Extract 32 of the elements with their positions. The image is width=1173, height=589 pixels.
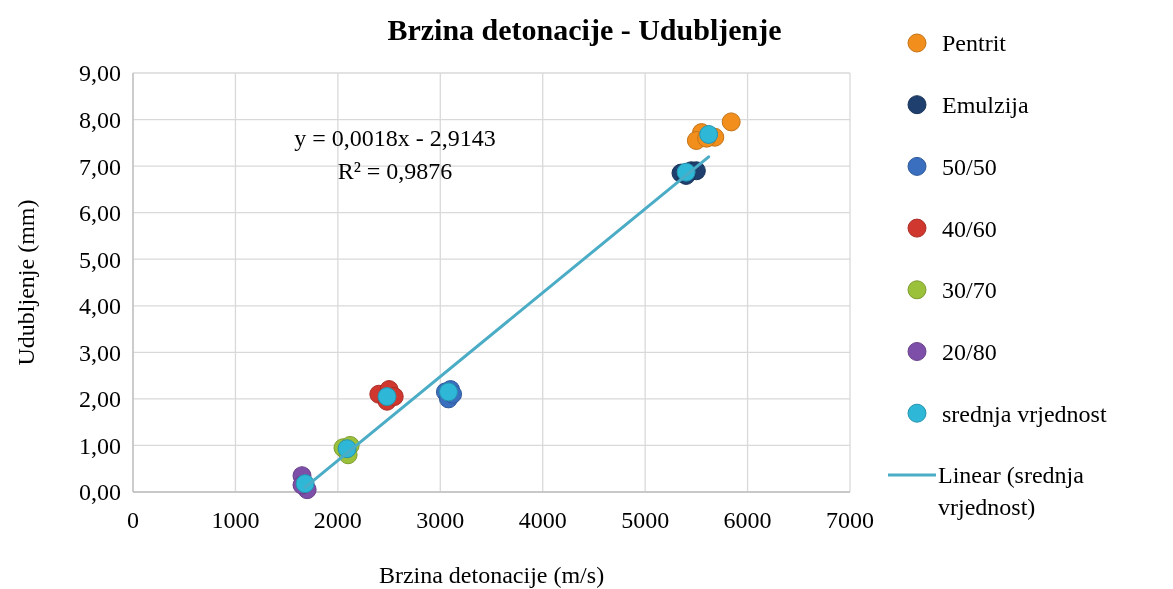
x-tick-label: 2000 — [313, 507, 362, 533]
legend-label: 30/70 — [942, 277, 997, 304]
legend-label: Pentrit — [942, 30, 1007, 57]
y-tick-label: 1,00 — [79, 432, 121, 459]
y-tick-label: 4,00 — [79, 293, 121, 320]
annotation: y = 0,0018x - 2,9143 — [294, 125, 496, 151]
x-tick-label: 3000 — [416, 507, 465, 533]
legend-label: 40/60 — [942, 215, 997, 242]
chart-title: Brzina detonacije - Udubljenje — [387, 13, 782, 46]
y-tick-label: 3,00 — [79, 339, 121, 366]
y-tick-label: 0,00 — [79, 479, 121, 506]
x-axis-title: Brzina detonacije (m/s) — [378, 562, 605, 588]
legend-label: Linear (srednja vrjednost) — [938, 462, 1085, 521]
x-tick-label: 0 — [127, 507, 139, 533]
point — [721, 112, 741, 132]
y-tick-label: 7,00 — [79, 153, 121, 180]
y-tick-label: 5,00 — [79, 246, 121, 273]
y-tick-label: 2,00 — [79, 386, 121, 413]
legend-label: Emulzija — [942, 92, 1029, 119]
x-tick-label: 5000 — [621, 507, 670, 533]
y-tick-label: 9,00 — [79, 60, 121, 87]
legend-label: 20/80 — [942, 338, 997, 365]
x-tick-label: 4000 — [518, 507, 567, 533]
legend-label: srednja vrjednost — [942, 400, 1107, 427]
y-tick-label: 6,00 — [79, 200, 121, 227]
x-tick-label: 1000 — [211, 507, 260, 533]
annotation: R² = 0,9876 — [337, 158, 453, 184]
y-axis-title: Udubljenje (mm) — [13, 199, 39, 366]
x-tick-label: 7000 — [826, 507, 874, 533]
legend-label: 50/50 — [942, 153, 997, 180]
x-tick-label: 6000 — [723, 507, 772, 533]
y-tick-label: 8,00 — [79, 106, 121, 133]
